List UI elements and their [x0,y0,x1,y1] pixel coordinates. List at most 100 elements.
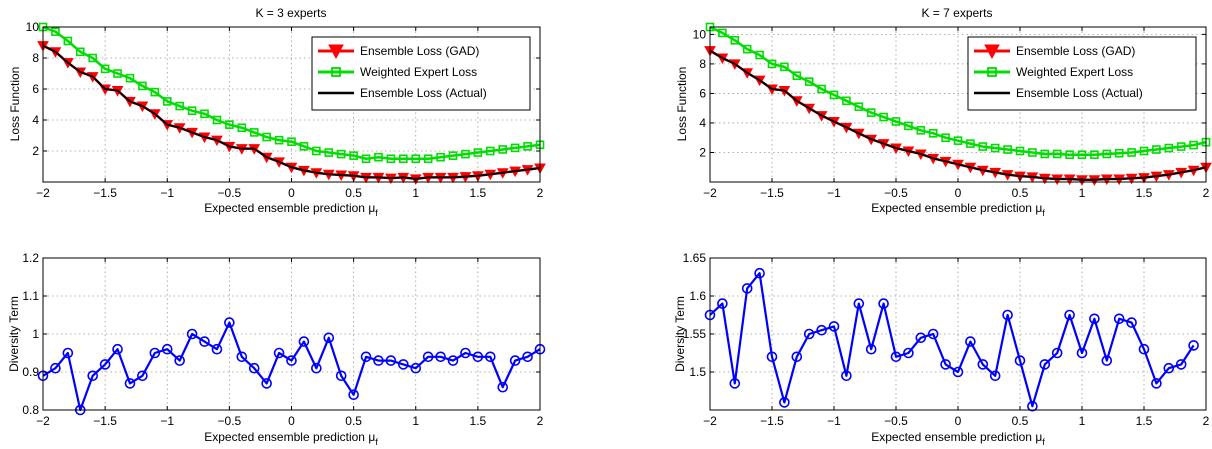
panel-k7-diversity-series-0-point [803,328,815,340]
panel-k7-diversity-series-0-point [1027,400,1038,412]
panel-k3-loss-ticks: −2 −1.5 −1 −0.5 0 0.5 1 1.5 2 2 4 6 8 10 [26,20,544,200]
panel-k7-loss-series-1-point [1176,142,1186,151]
panel-k3-loss-series-1-point [349,151,358,160]
panel-k3-diversity-series-0-point [460,347,471,359]
panel-k7-diversity-xtick-label: 0.5 [1012,414,1029,428]
panel-k7-loss-series-1-point [718,28,727,38]
panel-k3-loss-series-1-point [249,128,259,137]
panel-k7-loss-xtick-label: 1.5 [1136,186,1153,200]
panel-k3-loss-series-1-point [374,152,383,162]
panel-k7-diversity-series-0-point [1113,313,1125,325]
panel-k3-loss-series-1-point [473,148,483,157]
panel-k7-diversity-series-0-point [1064,309,1075,321]
panel-k7-loss-series-1-point [755,50,764,60]
panel-k3-loss-xtick-label: 0 [288,186,295,200]
panel-k3-diversity-ylabel: Diversity Term [7,296,21,372]
panel-k7-loss-ylabel: Loss Function [675,67,689,142]
panel-k3-diversity-series-0-point [497,381,509,393]
panel-k3-diversity-series-0-point [385,355,397,366]
panel-k7-diversity-series-0-point [1163,362,1175,374]
panel-k3-loss-series-1-point [386,154,396,164]
panel-k3-loss-series-1-point [436,152,445,162]
panel-k7-loss-xlabel-mu: μ [1035,201,1042,215]
panel-k7-diversity-series-0-point [1051,347,1063,359]
panel-k7-diversity-series-0-point [915,332,927,344]
panel-k3-diversity-xlabel-sub: f [375,437,378,447]
panel-k7-diversity-series-0-point [1126,317,1137,328]
panel-k3-diversity-series-0-point [472,351,484,363]
panel-k7-diversity-series-0-point [890,351,902,363]
panel-k7-diversity-series-0-point [903,347,914,359]
panel-k3-diversity-xtick-label: 1 [412,414,419,428]
panel-k7-diversity-xlabel-text: Expected ensemble prediction [871,430,1032,444]
panel-k3-diversity-series-0-point [99,359,111,370]
panel-k3-diversity-series-0-point [360,351,372,363]
panel-k3-diversity-series-0-point [261,378,272,389]
panel-k3-loss-series-1-point [175,101,184,111]
panel-k3-loss-xtick-label: 1 [412,186,419,200]
panel-k7-diversity-series-0-point [717,298,728,309]
panel-k3-diversity-series-0-point [112,343,123,355]
panel-k7-diversity-series-0-point [1002,309,1013,321]
panel-k7-loss-xtick-label: 0 [955,186,962,200]
panel-k7-loss-series-1-point [780,62,789,72]
panel-k3-loss-series-2-line [42,44,541,180]
panel-k7-diversity-series-0-point [853,298,865,309]
panel-k7-diversity-series-0-point [1101,355,1113,366]
panel-k7-diversity-xlabel-mu: μ [1035,430,1042,444]
panel-k3-loss-series-1-point [162,97,172,106]
panel-k3-diversity-series-0-point [186,328,198,340]
panel-k3-loss-xtick-label: −1 [160,186,174,200]
panel-k7-diversity-series-0-point [1151,378,1162,389]
panel-k3-diversity-series-0-point [410,362,422,374]
panel-k7-loss-xlabel-text: Expected ensemble prediction [871,201,1032,215]
panel-k7-loss-series-2 [709,49,1207,181]
panel-k7-loss-series-1-point [978,142,988,151]
panel-k3-diversity-xtick-label: −1.5 [93,414,117,428]
panel-k7-loss-series-1-point [990,143,1000,153]
panel-k3-loss-legend: Ensemble Loss (GAD) Weighted Expert Loss E… [311,36,531,111]
panel-k3-diversity-ticks: −2 −1.5 −1 −0.5 0 0.5 1 1.5 2 0.8 0.9 1 1.1 1.2 [22,251,543,428]
panel-k7-loss-series-1-point [891,117,901,126]
panel-k3-diversity-series-0-point [273,347,285,359]
panel-k3-diversity-series-0-point [161,343,173,355]
panel-k3-diversity-xlabel-mu: μ [368,430,375,444]
panel-k7-diversity-ytick-label: 1.5 [689,365,706,379]
panel-k7-loss-series-1-point [1052,149,1062,159]
panel-k3-diversity-series-0-point [199,336,210,347]
panel-k3-loss-series-1-point [461,149,470,159]
panel-k7-diversity-series-0-line [709,272,1195,408]
panel-k3-loss-series-1-point [485,146,495,156]
panel-k3-diversity-series-0-point [373,355,384,366]
panel-k7-loss-series-1-point [1065,150,1074,159]
panel-k7-loss-ytick-label: 2 [699,145,706,159]
panel-k7-loss-xlabel-sub: f [1042,208,1045,218]
panel-k7-diversity-ytick-label: 1.6 [689,289,706,303]
panel-k3-diversity-series-0-point [311,362,322,374]
panel-k7-diversity-series-0-point [741,283,753,294]
panel-k7-diversity-series-0-point [1138,343,1150,355]
panel-k3-diversity-series-0-point [236,351,248,363]
panel-k7-loss-series-1-point [1090,150,1099,159]
panel-k7-loss-legend-label-2: Ensemble Loss (Actual) [1016,86,1143,100]
panel-k7-diversity-series-0-point [779,397,790,408]
panel-k3-loss-series-1-point [75,47,85,57]
panel-k7-loss-xtick-label: −1 [827,186,841,200]
panel-k7-loss-legend-label-1: Weighted Expert Loss [1016,65,1133,79]
panel-k7-loss-xtick-label: 2 [1203,186,1210,200]
panel-k3-diversity-xtick-label: 1.5 [470,414,487,428]
panel-k3-loss-series-1-point [187,106,197,115]
panel-k3-loss-ytick-label: 10 [26,20,40,34]
panel-k3-diversity-xtick-label: −1 [160,414,174,428]
panel-k7-loss-legend-marker-0 [984,44,1000,60]
panel-k3-loss-series-1-point [150,87,160,97]
panel-k7-diversity-series-0-point [828,321,840,332]
panel-k3-diversity-ytick-label: 1.2 [22,251,39,265]
panel-k7-loss-ytick-label: 4 [699,116,706,130]
panel-k7-diversity: −2 −1.5 −1 −0.5 0 0.5 1 1.5 2 1.5 1.55 1.6 1.65 Dive… [673,251,1210,447]
panel-k7-loss-series-1-point [904,121,913,131]
panel-k7-diversity-series-0-point [1089,313,1100,325]
panel-k7-diversity-series-0-point [766,351,778,363]
panel-k3-diversity-series-0-point [509,355,521,366]
